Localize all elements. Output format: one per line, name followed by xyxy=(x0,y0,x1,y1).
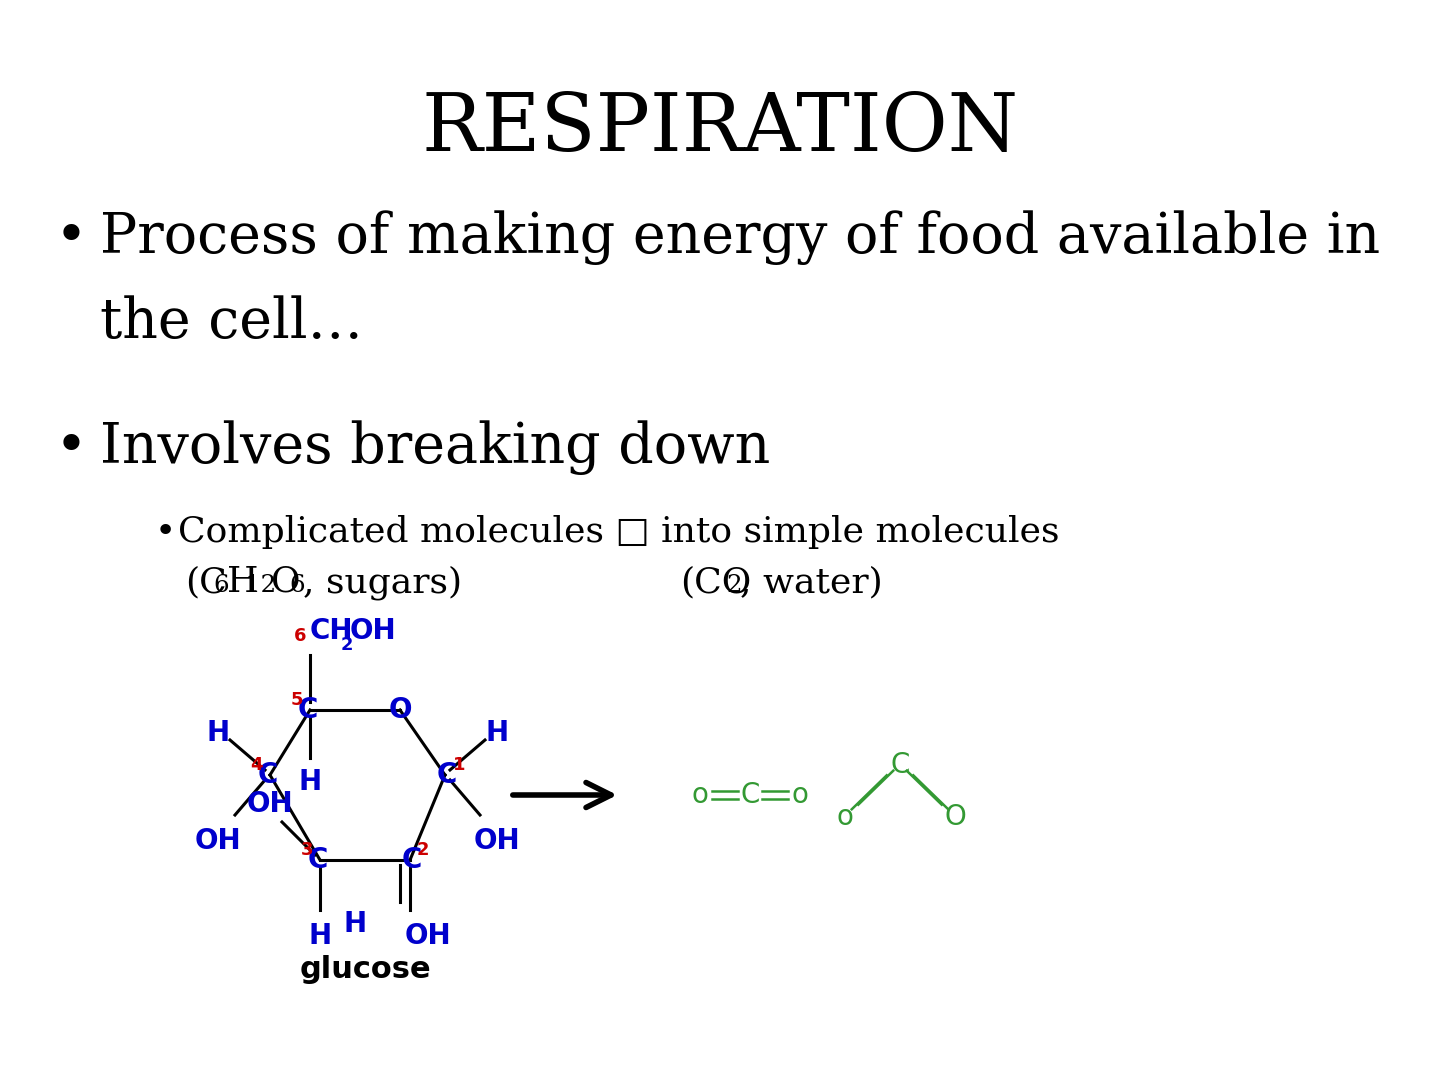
Text: (C: (C xyxy=(184,565,226,599)
Text: O: O xyxy=(271,565,301,599)
Text: 2: 2 xyxy=(341,636,353,654)
Text: C: C xyxy=(308,846,328,874)
Text: OH: OH xyxy=(474,827,520,855)
Text: Involves breaking down: Involves breaking down xyxy=(99,420,770,475)
Text: RESPIRATION: RESPIRATION xyxy=(422,90,1018,168)
Text: •: • xyxy=(55,210,88,265)
Text: OH: OH xyxy=(194,827,242,855)
Text: 1: 1 xyxy=(452,756,465,774)
Text: H: H xyxy=(228,565,259,599)
Text: 6: 6 xyxy=(213,573,229,597)
Text: o: o xyxy=(837,804,854,831)
Text: , water): , water) xyxy=(740,565,883,599)
Text: , sugars): , sugars) xyxy=(302,565,462,599)
Text: 4: 4 xyxy=(249,756,262,774)
Text: •: • xyxy=(156,515,176,549)
Text: CH: CH xyxy=(310,617,353,645)
Text: Complicated molecules □ into simple molecules: Complicated molecules □ into simple mole… xyxy=(179,515,1060,549)
Text: C: C xyxy=(258,761,278,789)
Text: 5: 5 xyxy=(291,691,304,708)
Text: C: C xyxy=(298,696,318,724)
Text: o: o xyxy=(691,781,708,809)
Text: 2: 2 xyxy=(416,841,429,859)
Text: C: C xyxy=(402,846,422,874)
Text: O: O xyxy=(945,804,966,831)
Text: 6: 6 xyxy=(294,627,305,645)
Text: OH: OH xyxy=(246,789,294,818)
Text: C: C xyxy=(436,761,456,789)
Text: H: H xyxy=(343,910,367,939)
Text: 2: 2 xyxy=(726,573,742,597)
Text: 12: 12 xyxy=(245,573,276,597)
Text: O: O xyxy=(389,696,412,724)
Text: glucose: glucose xyxy=(300,955,431,984)
Text: o: o xyxy=(792,781,808,809)
Text: H: H xyxy=(298,768,321,796)
Text: C: C xyxy=(890,751,910,779)
Text: H: H xyxy=(485,719,508,747)
Text: •: • xyxy=(55,420,88,475)
Text: H: H xyxy=(206,719,229,747)
Text: Process of making energy of food available in: Process of making energy of food availab… xyxy=(99,210,1380,265)
Text: OH: OH xyxy=(350,617,396,645)
Text: OH: OH xyxy=(405,922,451,950)
Text: (CO: (CO xyxy=(680,565,752,599)
Text: C: C xyxy=(740,781,760,809)
Text: H: H xyxy=(308,922,331,950)
Text: 6: 6 xyxy=(289,573,305,597)
Text: 3: 3 xyxy=(301,841,314,859)
Text: the cell…: the cell… xyxy=(99,295,363,350)
